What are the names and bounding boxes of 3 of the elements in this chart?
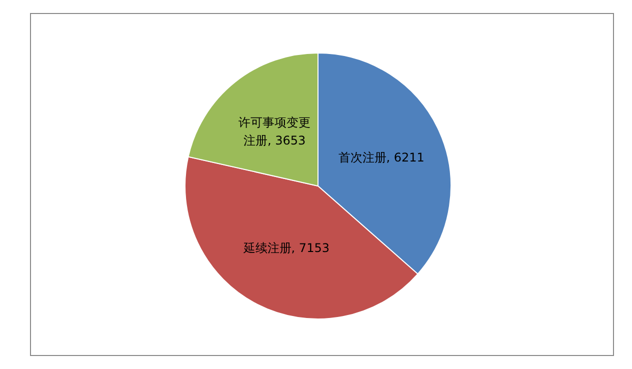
- slice-label: 延续注册, 7153: [242, 240, 330, 255]
- slice-label: 许可事项变更注册, 3653: [238, 116, 311, 148]
- slice-label: 首次注册, 6211: [338, 150, 424, 164]
